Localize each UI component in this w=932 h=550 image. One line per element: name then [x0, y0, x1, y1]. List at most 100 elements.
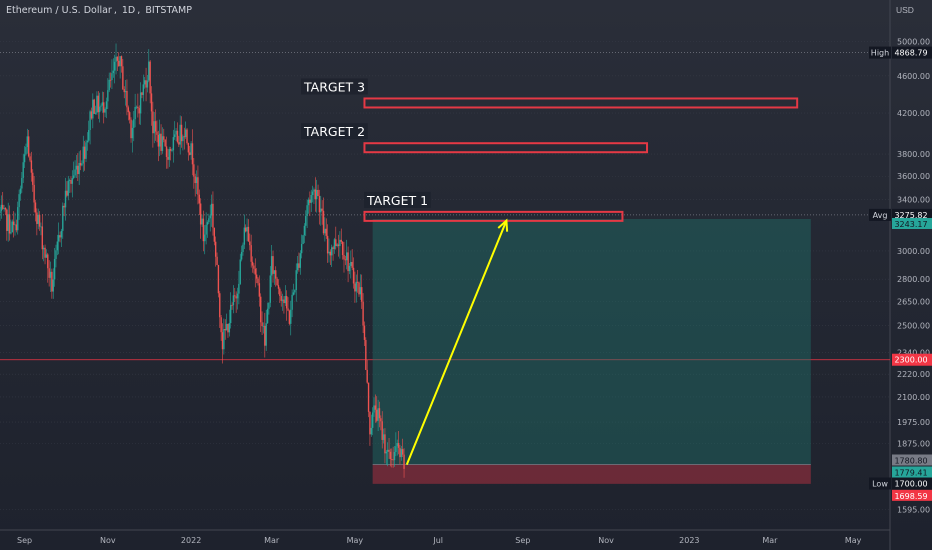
x-tick-label: Sep: [17, 536, 32, 545]
stop-loss-zone: [372, 464, 811, 484]
candle-body: [193, 164, 195, 177]
candle-body: [149, 61, 151, 94]
x-tick-label: May: [347, 536, 364, 545]
target-box: [363, 210, 624, 222]
candle-body: [143, 80, 146, 85]
candle-body: [253, 265, 255, 269]
candle-body: [30, 160, 33, 173]
candle-body: [385, 451, 388, 454]
price-tag-bg: [892, 217, 932, 229]
candle-body: [343, 255, 345, 260]
candle-body: [309, 199, 311, 203]
exchange-label: BITSTAMP: [145, 5, 192, 16]
candle-body: [235, 296, 237, 299]
candle-body: [232, 295, 235, 306]
candle-body: [178, 142, 180, 145]
candle-body: [153, 121, 155, 134]
candle-body: [60, 230, 63, 238]
y-tick-label: 1875.00: [897, 439, 930, 448]
target-box: [363, 142, 649, 154]
x-tick-label: Mar: [762, 536, 778, 545]
candle-body: [131, 127, 134, 139]
candle-body: [154, 121, 157, 132]
candle-body: [219, 293, 221, 318]
candle-body: [74, 169, 76, 176]
candle-body: [3, 207, 5, 209]
candle-body: [42, 247, 45, 250]
candle-body: [361, 287, 363, 302]
candle-body: [145, 80, 147, 88]
candle-body: [251, 261, 254, 266]
candle-body: [262, 325, 265, 327]
candle-body: [388, 449, 390, 452]
candle-body: [128, 112, 131, 120]
candle-body: [27, 136, 30, 157]
candle-body: [33, 184, 35, 203]
candle-body: [243, 227, 246, 245]
candle-body: [352, 267, 355, 284]
price-tag-bg: [892, 489, 932, 501]
candle-body: [4, 207, 7, 210]
candle-body: [339, 239, 341, 247]
candle-body: [209, 215, 211, 219]
candle-body: [384, 434, 386, 454]
target-label-bg: [364, 191, 431, 208]
candle-body: [53, 258, 56, 280]
candle-body: [164, 139, 166, 147]
candle-body: [292, 292, 295, 295]
candle-body: [82, 146, 84, 164]
candle-body: [365, 339, 367, 370]
candle-body: [370, 427, 372, 435]
candle-body: [239, 259, 241, 284]
candle-body: [260, 296, 262, 323]
level-value-bg: [892, 46, 932, 59]
candle-body: [350, 261, 352, 266]
x-tick-label: Mar: [264, 536, 280, 545]
candle-body: [182, 136, 184, 142]
candle-body: [347, 252, 349, 272]
candle-body: [159, 133, 161, 147]
candle-body: [391, 459, 393, 460]
candle-body: [29, 156, 31, 161]
target-label: TARGET 2: [303, 124, 365, 139]
symbol-name: Ethereum / U.S. Dollar: [6, 5, 112, 16]
candle-body: [126, 90, 128, 108]
candle-body: [150, 93, 153, 112]
x-tick-label: 2023: [679, 536, 699, 545]
candle-body: [314, 189, 317, 200]
candle-body: [273, 270, 276, 274]
candle-body: [51, 271, 53, 292]
candle-body: [11, 221, 13, 233]
candle-body: [223, 329, 225, 350]
x-tick-label: Nov: [598, 536, 614, 545]
candle-body: [18, 194, 20, 208]
candle-body: [0, 204, 3, 212]
candle-body: [294, 290, 296, 293]
candle-body: [183, 136, 185, 138]
candle-body: [238, 283, 240, 294]
candle-body: [137, 106, 139, 109]
candle-body: [180, 124, 183, 142]
candle-body: [88, 129, 90, 141]
candle-body: [318, 196, 321, 213]
target-box: [363, 97, 799, 109]
candle-body: [393, 452, 396, 461]
candle-body: [306, 205, 308, 217]
candle-body: [204, 234, 206, 242]
target-label: TARGET 3: [303, 79, 365, 94]
candle-body: [21, 177, 23, 189]
candle-body: [272, 256, 274, 274]
candle-body: [197, 177, 199, 195]
candle-body: [324, 228, 326, 234]
candle-body: [216, 256, 218, 265]
candle-body: [160, 133, 162, 151]
candle-body: [310, 195, 312, 203]
candle-body: [59, 235, 61, 238]
candle-body: [81, 163, 83, 166]
y-tick-label: 2220.00: [897, 370, 930, 379]
candle-body: [122, 66, 124, 90]
candle-body: [363, 325, 366, 340]
candle-body: [299, 253, 302, 268]
